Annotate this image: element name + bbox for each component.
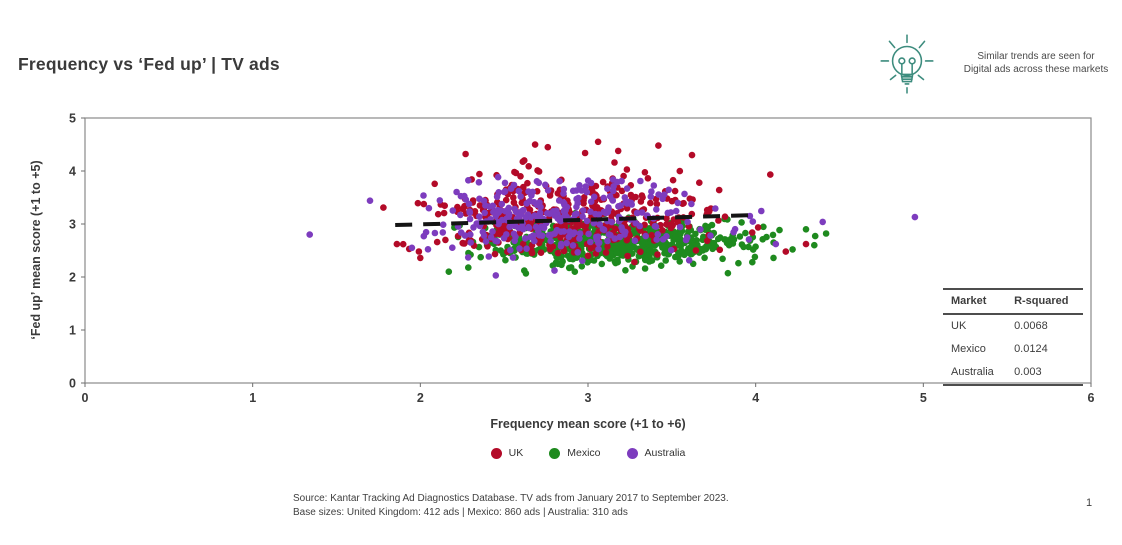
y-tick-label: 0 — [69, 377, 76, 391]
source-note: Source: Kantar Tracking Ad Diagnostics D… — [293, 492, 729, 520]
legend-label-australia: Australia — [644, 447, 686, 459]
page-title: Frequency vs ‘Fed up’ | TV ads — [18, 54, 280, 74]
table-row: Australia 0.003 — [943, 361, 1083, 385]
x-tick-label: 0 — [82, 391, 89, 405]
y-axis-label: ‘Fed up’ mean score (+1 to +5) — [29, 160, 43, 340]
table-cell-market: Mexico — [951, 343, 986, 355]
table-header-rsquared: R-squared — [1006, 289, 1083, 315]
table-row: Mexico 0.0124 — [943, 338, 1083, 361]
series-australia-points — [306, 173, 919, 279]
insight-line-2: Digital ads across these markets — [963, 64, 1109, 75]
y-tick-label: 5 — [69, 112, 76, 126]
page-number: 1 — [1086, 497, 1093, 509]
legend-dot-mexico — [549, 447, 561, 459]
y-tick-label: 2 — [69, 271, 76, 285]
table-row: UK 0.0068 — [943, 314, 1083, 338]
r-squared-table: Market R-squared UK 0.0068 Mexico 0.0124… — [943, 288, 1083, 386]
y-tick-label: 1 — [69, 324, 76, 338]
x-tick-label: 3 — [585, 391, 592, 405]
source-line-1: Source: Kantar Tracking Ad Diagnostics D… — [293, 493, 729, 504]
insight-line-1: Similar trends are seen for — [977, 51, 1095, 62]
lightbulb-icon — [880, 34, 934, 94]
y-tick-label: 4 — [69, 165, 76, 179]
table-cell-rsquared: 0.003 — [1014, 366, 1042, 378]
x-tick-label: 5 — [920, 391, 927, 405]
x-tick-label: 6 — [1088, 391, 1095, 405]
legend-item-australia: Australia — [626, 447, 686, 459]
legend-item-uk: UK — [490, 447, 524, 459]
x-tick-label: 1 — [249, 391, 256, 405]
legend-item-mexico: Mexico — [549, 447, 601, 459]
table-cell-rsquared: 0.0068 — [1014, 320, 1048, 332]
insight-note: Similar trends are seen for Digital ads … — [874, 28, 1122, 98]
x-tick-label: 4 — [752, 391, 759, 405]
legend-dot-australia — [626, 447, 638, 459]
table-cell-market: UK — [951, 320, 967, 332]
chart-legend: UK Mexico Australia — [85, 447, 1091, 459]
legend-label-mexico: Mexico — [567, 447, 601, 459]
table-header-market: Market — [943, 289, 1007, 315]
axis-ticks: 0 1 2 3 4 5 6 0 1 2 3 4 5 — [69, 112, 1094, 406]
insight-text: Similar trends are seen for Digital ads … — [948, 50, 1122, 76]
table-cell-market: Australia — [951, 366, 994, 378]
trend-line — [395, 212, 760, 228]
legend-dot-uk — [490, 447, 502, 459]
legend-label-uk: UK — [508, 447, 524, 459]
y-tick-label: 3 — [69, 218, 76, 232]
table-cell-rsquared: 0.0124 — [1014, 343, 1048, 355]
x-tick-label: 2 — [417, 391, 424, 405]
x-axis-label: Frequency mean score (+1 to +6) — [490, 417, 686, 431]
source-line-2: Base sizes: United Kingdom: 412 ads | Me… — [293, 507, 628, 518]
table-header-row: Market R-squared — [943, 289, 1083, 315]
